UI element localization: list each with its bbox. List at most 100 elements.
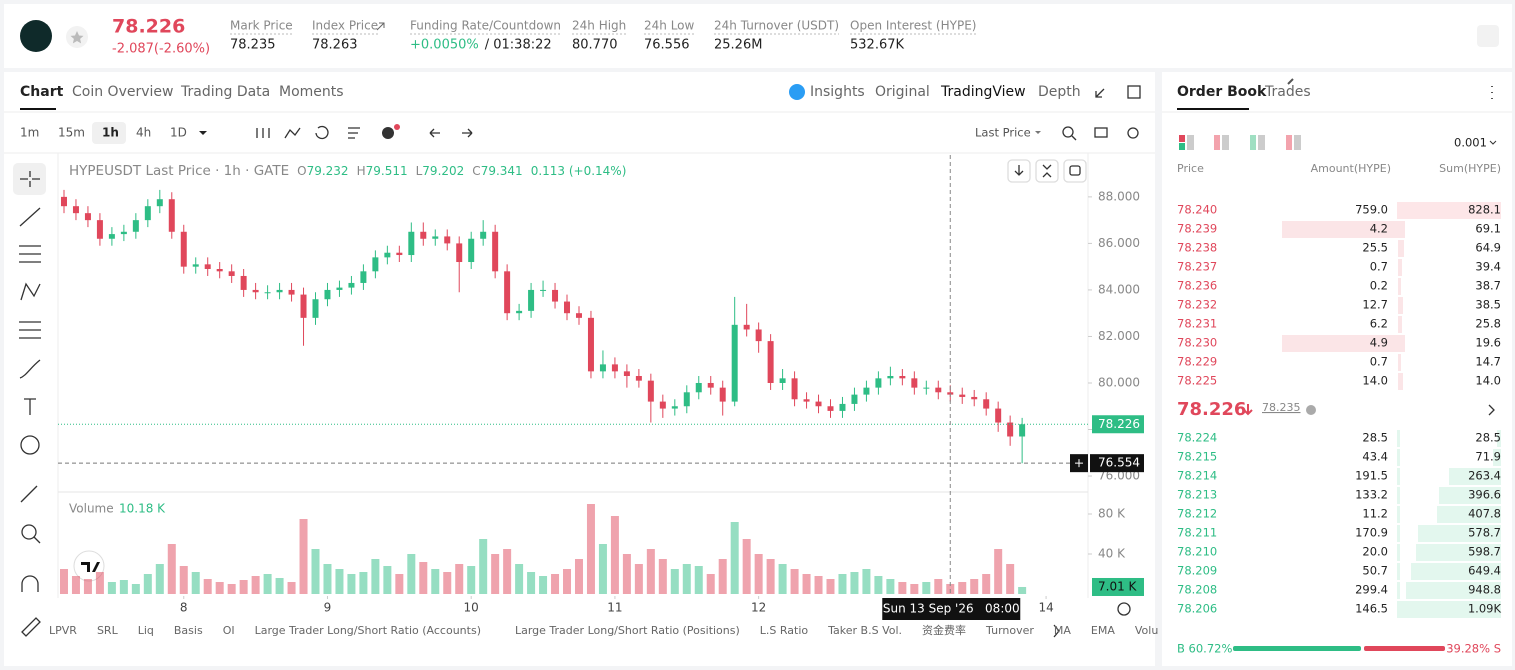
volume-bar bbox=[299, 519, 308, 594]
interval-active bbox=[92, 122, 126, 144]
stat-extra: / 01:38:22 bbox=[485, 38, 552, 53]
indicator[interactable]: Large Trader Long/Short Ratio (Accounts) bbox=[255, 624, 481, 637]
bid-depth bbox=[1418, 525, 1501, 542]
x-tick-label: 12 bbox=[751, 601, 766, 615]
bid-price: 78.224 bbox=[1177, 431, 1217, 445]
bid-price: 78.211 bbox=[1177, 526, 1217, 540]
book-underline bbox=[1177, 108, 1249, 110]
indicator[interactable]: Basis bbox=[174, 624, 203, 637]
volume-bar bbox=[407, 554, 416, 594]
indicator[interactable]: MA bbox=[1054, 624, 1071, 637]
candle-body bbox=[899, 376, 906, 379]
price-type[interactable]: Last Price bbox=[975, 126, 1031, 140]
candle-body bbox=[84, 213, 91, 221]
indicator[interactable]: EMA bbox=[1091, 624, 1115, 637]
bid-sum: 407.8 bbox=[1468, 507, 1501, 521]
indicator[interactable]: Large Trader Long/Short Ratio (Positions… bbox=[515, 624, 740, 637]
candle-body bbox=[683, 392, 690, 407]
candle-body bbox=[719, 387, 726, 402]
x-tick-label: 11 bbox=[607, 601, 622, 615]
indicator[interactable]: L.S Ratio bbox=[760, 624, 809, 637]
view-tab[interactable]: Original bbox=[875, 84, 930, 100]
indicator[interactable]: SRL bbox=[97, 624, 119, 637]
ask-sum: 828.1 bbox=[1468, 203, 1501, 217]
volume-bar bbox=[251, 576, 260, 594]
bid-price: 78.208 bbox=[1177, 583, 1217, 597]
volume-bar bbox=[754, 554, 763, 594]
tab[interactable]: Moments bbox=[279, 84, 344, 100]
volume-bar bbox=[191, 572, 200, 594]
info-icon bbox=[1306, 405, 1316, 415]
ask-sum: 14.7 bbox=[1475, 355, 1501, 369]
candle-body bbox=[192, 264, 199, 267]
stat-label: Index Price bbox=[312, 19, 378, 33]
bid-depth bbox=[1397, 563, 1400, 580]
settings-button[interactable] bbox=[1477, 25, 1499, 47]
ask-amount: 759.0 bbox=[1355, 203, 1388, 217]
stat-label: Mark Price bbox=[230, 19, 293, 33]
interval[interactable]: 15m bbox=[58, 126, 85, 140]
tab[interactable]: Chart bbox=[20, 84, 64, 100]
y-tick-label: 80.000 bbox=[1098, 375, 1140, 389]
indicator[interactable]: 资金费率 bbox=[922, 623, 966, 637]
volume-bar bbox=[910, 584, 919, 594]
ask-amount: 25.5 bbox=[1362, 241, 1388, 255]
candle-body bbox=[695, 382, 702, 393]
buy-bar bbox=[1233, 646, 1361, 651]
ask-amount: 12.7 bbox=[1362, 298, 1388, 312]
candle-body bbox=[959, 394, 966, 397]
candle-body bbox=[923, 387, 930, 389]
bid-amount: 43.4 bbox=[1362, 450, 1388, 464]
bid-depth bbox=[1406, 582, 1501, 599]
tab-underline bbox=[20, 108, 56, 110]
bid-price: 78.206 bbox=[1177, 602, 1217, 616]
interval[interactable]: 1m bbox=[20, 126, 39, 140]
view-tab[interactable]: TradingView bbox=[940, 84, 1026, 100]
stat-label: Funding Rate/Countdown bbox=[410, 19, 561, 33]
book-tab[interactable]: Order Book bbox=[1177, 84, 1267, 100]
bid-price: 78.214 bbox=[1177, 469, 1217, 483]
view-tab[interactable]: Insights bbox=[810, 84, 865, 100]
candle-body bbox=[168, 199, 175, 232]
indicator[interactable]: Taker B.S Vol. bbox=[827, 624, 902, 637]
volume-bar bbox=[383, 566, 392, 594]
indicator[interactable]: Volu bbox=[1135, 624, 1158, 637]
book-tab[interactable]: Trades bbox=[1264, 84, 1311, 100]
indicator[interactable]: Turnover bbox=[985, 624, 1034, 637]
interval[interactable]: 1D bbox=[170, 126, 187, 140]
precision[interactable]: 0.001 bbox=[1454, 136, 1487, 150]
volume-bar bbox=[982, 574, 991, 594]
candle-body bbox=[755, 329, 762, 342]
candle-body bbox=[935, 387, 942, 393]
candle-body bbox=[528, 289, 535, 311]
bid-depth bbox=[1416, 544, 1501, 561]
volume-bar bbox=[215, 582, 224, 594]
ask-price: 78.225 bbox=[1177, 374, 1217, 388]
bid-depth bbox=[1397, 487, 1400, 504]
volume-title: Volume bbox=[69, 502, 114, 516]
bid-amount: 146.5 bbox=[1355, 602, 1388, 616]
indicator[interactable]: Liq bbox=[138, 624, 154, 637]
legend-value: 79.232 bbox=[307, 164, 349, 178]
interval[interactable]: 1h bbox=[102, 126, 119, 140]
stat-value: 76.556 bbox=[644, 38, 690, 53]
volume-bar bbox=[347, 574, 356, 594]
indicator-icon[interactable] bbox=[382, 127, 394, 139]
candle-body bbox=[564, 301, 571, 314]
volume-last-label: 7.01 K bbox=[1098, 579, 1138, 593]
tab[interactable]: Trading Data bbox=[180, 84, 270, 100]
candle-body bbox=[456, 243, 463, 263]
indicator[interactable]: LPVR bbox=[49, 624, 77, 637]
volume-bar bbox=[503, 549, 512, 594]
indicator[interactable]: OI bbox=[223, 624, 235, 637]
ask-sum: 38.5 bbox=[1475, 298, 1501, 312]
bid-depth bbox=[1397, 525, 1400, 542]
interval[interactable]: 4h bbox=[136, 126, 151, 140]
bid-depth bbox=[1437, 506, 1501, 523]
volume-bar bbox=[766, 559, 775, 594]
volume-bar bbox=[167, 544, 176, 594]
view-tab[interactable]: Depth bbox=[1038, 84, 1081, 100]
tab[interactable]: Coin Overview bbox=[72, 84, 173, 100]
volume-bar bbox=[515, 564, 524, 594]
